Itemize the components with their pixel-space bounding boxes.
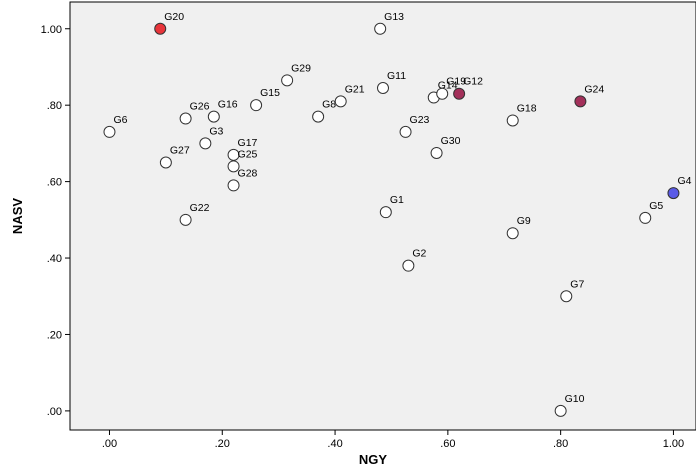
x-tick-label: .00 (102, 438, 117, 450)
data-label-g8: G8 (322, 99, 336, 111)
data-label-g23: G23 (410, 114, 430, 126)
data-label-g28: G28 (238, 167, 258, 179)
data-point-g7 (560, 290, 573, 303)
y-tick-label: .20 (47, 329, 62, 341)
data-label-g6: G6 (113, 114, 127, 126)
data-point-g29 (281, 74, 294, 87)
data-label-g26: G26 (190, 101, 210, 113)
x-tick-label: .20 (215, 438, 230, 450)
data-label-g16: G16 (218, 99, 238, 111)
data-label-g11: G11 (387, 70, 406, 82)
data-label-g27: G27 (170, 145, 190, 157)
data-label-g17: G17 (238, 137, 258, 149)
data-point-g16 (207, 110, 220, 123)
data-point-g8 (312, 110, 325, 123)
x-tick-label: 1.00 (663, 438, 684, 450)
data-label-g18: G18 (517, 102, 537, 114)
data-point-g15 (250, 99, 263, 112)
data-point-g28 (227, 179, 240, 192)
data-label-g5: G5 (649, 200, 663, 212)
data-point-g27 (159, 156, 172, 169)
data-label-g3: G3 (209, 125, 223, 137)
data-label-g10: G10 (565, 393, 585, 405)
data-label-g7: G7 (570, 278, 584, 290)
data-label-g24: G24 (584, 83, 604, 95)
data-point-g10 (554, 404, 567, 417)
x-tick-label: .40 (327, 438, 342, 450)
x-axis-title: NGY (359, 452, 388, 467)
y-tick-label: 1.00 (41, 24, 62, 36)
data-point-g5 (639, 211, 652, 224)
data-point-g23 (399, 125, 412, 138)
data-label-g30: G30 (441, 135, 461, 147)
data-label-g9: G9 (517, 215, 531, 227)
data-label-g15: G15 (260, 87, 280, 99)
data-point-g19 (436, 87, 449, 100)
y-tick-label: .80 (47, 100, 62, 112)
data-point-g4 (667, 187, 680, 200)
data-label-g21: G21 (345, 83, 365, 95)
data-label-g19: G19 (446, 76, 466, 88)
data-point-g6 (103, 125, 116, 138)
data-point-g2 (402, 259, 415, 272)
data-label-g4: G4 (677, 175, 691, 187)
data-label-g1: G1 (390, 194, 404, 206)
data-point-g22 (179, 213, 192, 226)
data-point-g1 (379, 206, 392, 219)
x-axis: .00 .20 .40 .60 .80 1.00 (102, 430, 684, 450)
data-point-g25 (227, 160, 240, 173)
y-tick-label: .00 (47, 406, 62, 418)
data-label-g13: G13 (384, 11, 404, 23)
data-label-g20: G20 (164, 11, 184, 23)
data-point-g13 (374, 22, 387, 35)
x-tick-label: .60 (440, 438, 455, 450)
data-point-g12 (453, 87, 466, 100)
data-label-g2: G2 (412, 248, 426, 260)
data-label-g22: G22 (190, 202, 210, 214)
data-label-g29: G29 (291, 62, 311, 74)
x-tick-label: .80 (553, 438, 568, 450)
data-point-g21 (334, 95, 347, 108)
y-axis: .00 .20 .40 .60 .80 1.00 (41, 24, 70, 418)
data-point-g3 (199, 137, 212, 150)
data-label-g25: G25 (238, 148, 258, 160)
data-point-g11 (377, 81, 389, 94)
data-point-g20 (154, 22, 167, 35)
y-tick-label: .40 (47, 253, 62, 265)
y-axis-title: NASV (10, 198, 25, 234)
data-label-g12: G12 (463, 76, 483, 88)
data-point-g9 (506, 227, 519, 240)
data-point-g18 (506, 114, 519, 127)
data-point-g24 (574, 95, 587, 108)
y-tick-label: .60 (47, 177, 62, 189)
data-point-g30 (430, 146, 443, 159)
data-point-g26 (179, 112, 192, 125)
